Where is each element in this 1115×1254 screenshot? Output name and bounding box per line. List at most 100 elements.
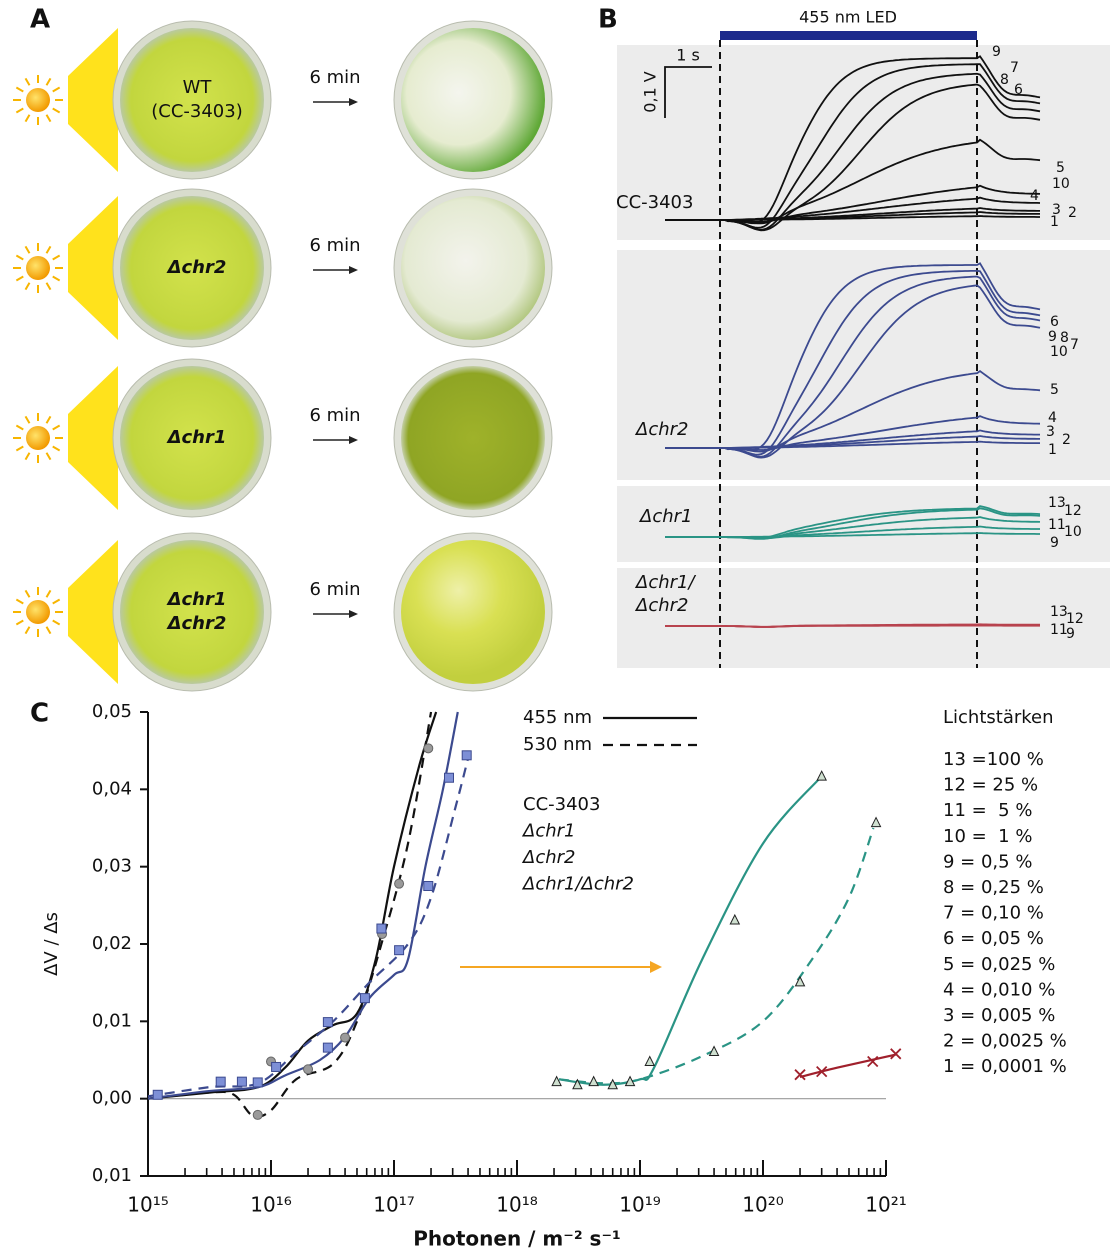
legend-item: 2 = 0,0025 % [943, 1031, 1067, 1052]
dish [401, 366, 545, 510]
data-point [817, 771, 826, 780]
arrow-head [650, 961, 662, 973]
sun-ray [47, 416, 51, 423]
dish [120, 28, 264, 172]
fit-curve [148, 712, 458, 1099]
legend-item: 1 = 0,0001 % [943, 1056, 1067, 1077]
trace-label: 5 [1056, 160, 1065, 176]
data-point [796, 977, 805, 986]
data-point [589, 1077, 598, 1086]
light-beam [68, 196, 118, 340]
strain-label: Δchr1 [166, 427, 227, 448]
trace-label: 8 [1000, 72, 1009, 88]
strain-label: (CC-3403) [151, 101, 243, 122]
data-point [323, 1043, 332, 1052]
y-tick-label: 0,01 [92, 1010, 132, 1031]
sun-ray [53, 447, 60, 451]
trace-label: 10 [1050, 344, 1068, 360]
arrow-head [349, 98, 358, 106]
sun-ray [16, 621, 23, 625]
legend-label: 530 nm [523, 734, 592, 755]
data-point [462, 751, 471, 760]
y-tick-label: 0,05 [92, 701, 132, 722]
trace-label: 3 [1046, 424, 1055, 440]
legend-item: 12 = 25 % [943, 775, 1038, 796]
trace-label: 10 [1052, 176, 1070, 192]
strain-label: Δchr1 [638, 506, 692, 527]
arrow-head [349, 610, 358, 618]
trace-label: 12 [1064, 503, 1082, 519]
data-point [552, 1077, 561, 1086]
strain-label: Δchr1/ [634, 572, 696, 593]
trace-label: 12 [1066, 611, 1084, 627]
legend-label: CC-3403 [523, 794, 600, 815]
dish [401, 196, 545, 340]
data-point [445, 773, 454, 782]
panel-label: B [598, 5, 618, 35]
sun-ray [26, 627, 30, 634]
sun-ray [53, 600, 60, 604]
sun-ray [16, 600, 23, 604]
data-point [872, 818, 881, 827]
sun [26, 88, 50, 112]
trace-label: 9 [1066, 626, 1075, 642]
stimulus-label: 455 nm LED [799, 8, 897, 27]
trace-label: 2 [1068, 205, 1077, 221]
trace-label: 9 [1048, 329, 1057, 345]
dish [401, 540, 545, 684]
y-tick-label: 0,00 [92, 1088, 132, 1109]
legend-item: 10 = 1 % [943, 826, 1032, 847]
panel-label: C [30, 699, 49, 729]
y-tick-label: 0,02 [92, 933, 132, 954]
legend-item: 6 = 0,05 % [943, 928, 1044, 949]
sun-ray [26, 246, 30, 253]
sun-ray [16, 256, 23, 260]
light-beam [68, 28, 118, 172]
strain-label: Δchr2 [634, 419, 688, 440]
y-tick-label: 0,01 [92, 1165, 132, 1186]
sun-ray [16, 109, 23, 113]
x-tick-label: 10¹⁹ [619, 1193, 660, 1217]
data-point [341, 1033, 350, 1042]
legend-item: 13 =100 % [943, 749, 1044, 770]
sun-ray [53, 277, 60, 281]
strain-label: Δchr2 [634, 595, 688, 616]
fit-curve [148, 712, 436, 1099]
trace-label: 7 [1010, 60, 1019, 76]
duration-label: 6 min [309, 579, 360, 600]
trace-label: 9 [1050, 535, 1059, 551]
x-axis-label: Photonen / m⁻² s⁻¹ [413, 1227, 621, 1251]
scale-voltage: 0,1 V [641, 71, 660, 113]
sun-ray [53, 256, 60, 260]
trace-label: 7 [1070, 337, 1079, 353]
trace-label: 6 [1050, 314, 1059, 330]
legend-item: 5 = 0,025 % [943, 954, 1055, 975]
data-point [377, 924, 386, 933]
duration-label: 6 min [309, 235, 360, 256]
arrow-head [349, 436, 358, 444]
sun-ray [16, 277, 23, 281]
stimulus-bar [720, 31, 977, 40]
light-beam [68, 540, 118, 684]
sun [26, 256, 50, 280]
trace-label: 6 [1014, 82, 1023, 98]
strain-label: WT [183, 77, 213, 98]
data-point [395, 879, 404, 888]
sun [26, 426, 50, 450]
data-point [795, 1070, 805, 1080]
data-point [891, 1049, 901, 1059]
fit-curve [148, 712, 431, 1117]
sun-ray [26, 453, 30, 460]
sun [26, 600, 50, 624]
sun-ray [26, 78, 30, 85]
data-point [272, 1062, 281, 1071]
legend-item: 7 = 0,10 % [943, 903, 1044, 924]
figure: A B C WT(CC-3403)6 minΔchr26 minΔchr16 m… [0, 0, 1115, 1254]
y-tick-label: 0,03 [92, 856, 132, 877]
sun-ray [26, 416, 30, 423]
sun-ray [53, 426, 60, 430]
legend-item: 8 = 0,25 % [943, 877, 1044, 898]
sun-ray [47, 453, 51, 460]
